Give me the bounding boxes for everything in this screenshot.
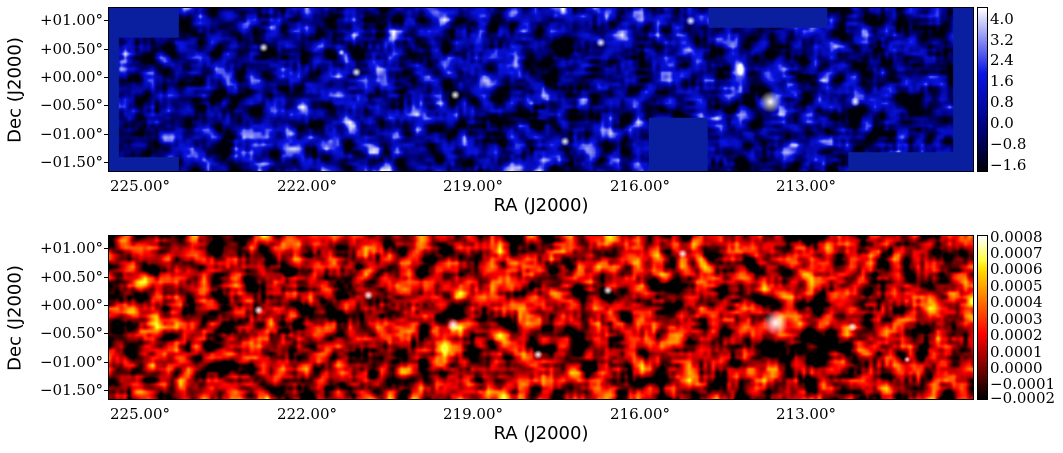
bottom-colorbar-tick: 0.0008: [990, 228, 1043, 246]
top-xlabel: RA (J2000): [493, 195, 589, 216]
top-colorbar-tick: 0.8: [990, 93, 1014, 111]
bottom-colorbar-tick: 0.0007: [990, 244, 1043, 262]
top-ytick: −01.00°: [39, 125, 110, 143]
top-xtick: 219.00°: [443, 177, 503, 195]
top-sky-map: [108, 7, 974, 172]
bottom-colorbar-tick: −0.0002: [990, 389, 1056, 407]
top-ytick: +00.50°: [39, 40, 110, 58]
bottom-colorbar-tick: 0.0000: [990, 359, 1043, 377]
bottom-xtick: 219.00°: [443, 405, 503, 423]
top-colorbar-tick: 4.0: [990, 10, 1014, 28]
bottom-colorbar-tick: 0.0004: [990, 293, 1043, 311]
bottom-ytick: −01.50°: [39, 381, 110, 399]
top-ylabel: Dec (J2000): [4, 36, 26, 143]
bottom-xtick: 213.00°: [776, 405, 836, 423]
top-colorbar-tick: −0.8: [990, 135, 1027, 153]
bottom-ytick: −01.00°: [39, 353, 110, 371]
bottom-sky-map-image: [109, 236, 973, 399]
top-colorbar-tick: 3.2: [990, 31, 1014, 49]
top-colorbar-tick: −1.6: [990, 156, 1027, 174]
bottom-ytick: +00.50°: [39, 268, 110, 286]
top-xtick: 225.00°: [110, 177, 170, 195]
top-xtick: 216.00°: [610, 177, 670, 195]
bottom-map-panel: Dec (J2000) +01.00° +00.50° +00.00° −00.…: [0, 228, 1063, 453]
bottom-colorbar-tick: 0.0002: [990, 326, 1043, 344]
top-colorbar-tick: 0.0: [990, 114, 1014, 132]
top-ytick: −00.50°: [39, 96, 110, 114]
bottom-ylabel: Dec (J2000): [4, 264, 26, 371]
bottom-colorbar-tick: 0.0005: [990, 277, 1043, 295]
top-map-panel: Dec (J2000) +01.00° +00.50° +00.00° −00.…: [0, 0, 1063, 225]
top-colorbar-tick: 1.6: [990, 72, 1014, 90]
bottom-colorbar: [977, 235, 988, 400]
bottom-sky-map: [108, 235, 974, 400]
bottom-ytick: +01.00°: [39, 239, 110, 257]
bottom-ytick: +00.00°: [39, 296, 110, 314]
bottom-colorbar-tick: 0.0006: [990, 260, 1043, 278]
top-ytick: −01.50°: [39, 153, 110, 171]
top-xtick: 222.00°: [277, 177, 337, 195]
bottom-colorbar-tick: −0.0001: [990, 375, 1056, 393]
top-sky-map-image: [109, 8, 973, 171]
top-xtick: 213.00°: [776, 177, 836, 195]
bottom-xlabel: RA (J2000): [493, 423, 589, 444]
top-colorbar-tick: 2.4: [990, 51, 1014, 69]
top-ytick: +01.00°: [39, 11, 110, 29]
top-colorbar: [977, 7, 988, 172]
bottom-ytick: −00.50°: [39, 324, 110, 342]
bottom-xtick: 216.00°: [610, 405, 670, 423]
top-ytick: +00.00°: [39, 68, 110, 86]
bottom-xtick: 222.00°: [277, 405, 337, 423]
bottom-xtick: 225.00°: [110, 405, 170, 423]
bottom-colorbar-tick: 0.0003: [990, 310, 1043, 328]
bottom-colorbar-tick: 0.0001: [990, 343, 1043, 361]
